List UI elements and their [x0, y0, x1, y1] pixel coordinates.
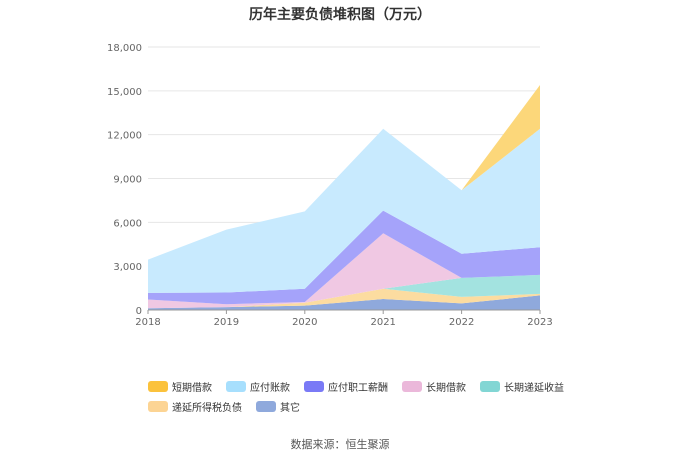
y-tick-label: 18,000	[107, 43, 142, 54]
legend-item[interactable]: 应付职工薪酬	[304, 379, 388, 394]
legend-label: 短期借款	[172, 382, 212, 394]
legend-label: 应付账款	[250, 382, 290, 394]
legend-label: 其它	[280, 402, 300, 414]
legend-label: 长期借款	[426, 382, 466, 394]
data-source: 数据来源：恒生聚源	[290, 438, 390, 451]
legend-swatch	[148, 400, 168, 412]
area-series-2	[148, 274, 540, 309]
legend-row: 递延所得税负债 其它	[148, 396, 568, 416]
legend-swatch	[256, 400, 276, 412]
legend-label: 长期递延收益	[504, 382, 564, 394]
x-tick-label: 2018	[135, 317, 160, 328]
y-tick-label: 6,000	[113, 218, 142, 229]
legend-label: 应付职工薪酬	[328, 382, 388, 394]
y-tick-label: 9,000	[113, 175, 142, 186]
legend-item[interactable]: 应付账款	[226, 379, 290, 394]
x-tick-label: 2020	[292, 317, 317, 328]
legend-item[interactable]: 递延所得税负债	[148, 399, 242, 414]
legend-swatch	[402, 380, 422, 392]
axes: 0 3,000 6,000 9,000 12,000 15,000 18,000 2018 20…	[107, 43, 553, 328]
legend-swatch	[480, 380, 500, 392]
area-series-5	[148, 128, 540, 293]
area-series-0	[148, 295, 540, 310]
x-tick-label: 2022	[449, 317, 474, 328]
legend-swatch	[226, 380, 246, 392]
area-series-4	[148, 210, 540, 305]
legend-swatch	[304, 380, 324, 392]
legend-swatch	[148, 380, 168, 392]
legend-item[interactable]: 短期借款	[148, 379, 212, 394]
area-series-1	[148, 288, 540, 309]
legend-item[interactable]: 长期递延收益	[480, 379, 564, 394]
y-tick-label: 0	[136, 306, 142, 317]
legend-item[interactable]: 长期借款	[402, 379, 466, 394]
x-tick-label: 2021	[370, 317, 395, 328]
legend: 短期借款 应付账款 应付职工薪酬 长期借款 长期递延收益递延所得税负债 其它	[148, 376, 568, 416]
stacked-area-chart: 0 3,000 6,000 9,000 12,000 15,000 18,000 2018 20…	[107, 43, 553, 328]
y-tick-label: 15,000	[107, 87, 142, 98]
y-tick-label: 12,000	[107, 131, 142, 142]
y-tick-label: 3,000	[113, 262, 142, 273]
chart-title: 历年主要负债堆积图（万元）	[249, 7, 431, 23]
x-tick-label: 2023	[527, 317, 552, 328]
area-series-3	[148, 233, 540, 309]
x-tick-label: 2019	[214, 317, 239, 328]
legend-label: 递延所得税负债	[172, 402, 242, 414]
legend-row: 短期借款 应付账款 应付职工薪酬 长期借款 长期递延收益	[148, 376, 568, 396]
legend-item[interactable]: 其它	[256, 399, 300, 414]
area-series-layer	[148, 85, 540, 310]
